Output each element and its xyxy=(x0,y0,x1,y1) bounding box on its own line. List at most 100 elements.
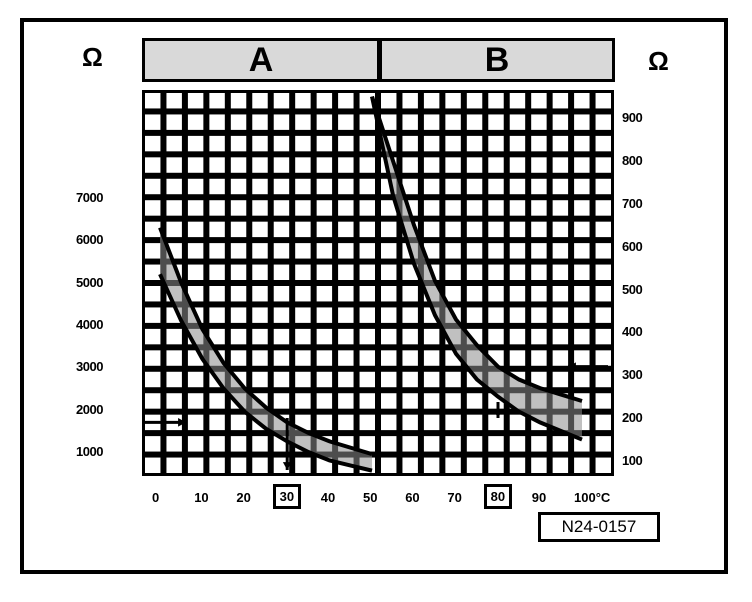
grid-cell xyxy=(316,393,333,409)
grid-cell xyxy=(381,393,397,409)
grid-cell xyxy=(359,307,375,323)
grid-cell xyxy=(552,328,569,345)
grid-cell xyxy=(488,286,504,302)
grid-cell xyxy=(187,264,204,280)
grid-cell xyxy=(509,307,526,323)
grid-cell xyxy=(359,371,375,388)
grid-cell xyxy=(445,221,461,238)
grid-cell xyxy=(273,135,290,152)
grid-cell xyxy=(423,457,440,473)
x-tick-label: 100°C xyxy=(574,490,611,505)
grid-cell xyxy=(509,286,526,302)
panel-divider-dot xyxy=(377,314,381,318)
grid-cell xyxy=(230,221,247,238)
grid-cell xyxy=(488,200,504,216)
grid-cell xyxy=(552,371,569,388)
grid-cell xyxy=(273,264,290,280)
x-tick-label: 90 xyxy=(531,490,547,505)
grid-cell xyxy=(359,436,375,452)
grid-cell xyxy=(595,350,611,366)
grid-cell xyxy=(252,286,268,302)
grid-cell xyxy=(252,157,268,173)
panel-divider-dot xyxy=(377,218,381,222)
grid-cell xyxy=(295,243,311,259)
grid-cell xyxy=(295,286,311,302)
grid-cell xyxy=(423,350,440,366)
grid-cell xyxy=(574,243,590,259)
grid-cell xyxy=(552,436,569,452)
grid-cell xyxy=(381,328,397,345)
grid-cell xyxy=(402,436,418,452)
grid-cell xyxy=(166,200,182,216)
grid-cell xyxy=(295,457,311,473)
grid-cell xyxy=(338,200,354,216)
grid-cell xyxy=(145,243,161,259)
grid-cell xyxy=(509,328,526,345)
grid-cell xyxy=(187,200,204,216)
x-tick-label: 50 xyxy=(363,490,378,505)
grid-cell xyxy=(295,178,311,195)
grid-cell xyxy=(338,114,354,130)
grid-cell xyxy=(509,114,526,130)
grid-cell xyxy=(295,200,311,216)
grid-cell xyxy=(252,436,268,452)
grid-cell xyxy=(273,200,290,216)
grid-cell xyxy=(338,157,354,173)
grid-cell xyxy=(273,393,290,409)
grid-cell xyxy=(316,221,333,238)
grid-cell xyxy=(209,221,225,238)
grid-cell xyxy=(230,457,247,473)
grid-cell xyxy=(209,286,225,302)
x-tick-label: 0 xyxy=(152,490,160,505)
panel-divider-dot xyxy=(377,326,381,330)
grid-cell xyxy=(552,93,569,109)
grid-cell xyxy=(359,243,375,259)
grid-cell xyxy=(381,243,397,259)
grid-cell xyxy=(595,178,611,195)
left-y-tick-label: 1000 xyxy=(76,444,103,459)
grid-cell xyxy=(445,264,461,280)
grid-cell xyxy=(423,243,440,259)
panel-a-resistance-arrow-head xyxy=(178,418,186,427)
grid-cell xyxy=(595,286,611,302)
grid-cell xyxy=(381,371,397,388)
grid-cell xyxy=(252,264,268,280)
grid-cell xyxy=(445,135,461,152)
grid-cell xyxy=(145,178,161,195)
left-y-tick-label: 3000 xyxy=(76,359,103,375)
grid-cell xyxy=(295,264,311,280)
grid-cell xyxy=(423,157,440,173)
grid-cell xyxy=(423,114,440,130)
panel-divider-dot xyxy=(377,374,381,378)
grid-cell xyxy=(509,436,526,452)
grid-cell xyxy=(552,264,569,280)
right-y-tick-label: 700 xyxy=(622,195,643,211)
grid-cell xyxy=(338,414,354,431)
left-y-tick-label: 7000 xyxy=(76,190,103,205)
grid-cell xyxy=(402,93,418,109)
grid-cell xyxy=(166,371,182,388)
grid-cell xyxy=(488,436,504,452)
grid-cell xyxy=(552,157,569,173)
grid-cell xyxy=(145,200,161,216)
grid-cell xyxy=(445,371,461,388)
grid-cell xyxy=(145,457,161,473)
grid-cell xyxy=(423,414,440,431)
right-y-tick-label: 100 xyxy=(622,453,643,468)
grid-cell xyxy=(574,178,590,195)
grid-cell xyxy=(209,436,225,452)
grid-cell xyxy=(488,264,504,280)
reference-code: N24-0157 xyxy=(538,512,660,542)
grid-cell xyxy=(488,328,504,345)
grid-cell xyxy=(509,264,526,280)
grid-cell xyxy=(209,393,225,409)
panel-divider-dot xyxy=(377,338,381,342)
grid-cell xyxy=(166,114,182,130)
grid-cell xyxy=(595,135,611,152)
grid-cell xyxy=(595,307,611,323)
right-y-tick-label: 200 xyxy=(622,410,643,426)
grid-cell xyxy=(466,436,483,452)
grid-cell xyxy=(552,221,569,238)
grid-cell xyxy=(166,93,182,109)
grid-cell xyxy=(209,135,225,152)
